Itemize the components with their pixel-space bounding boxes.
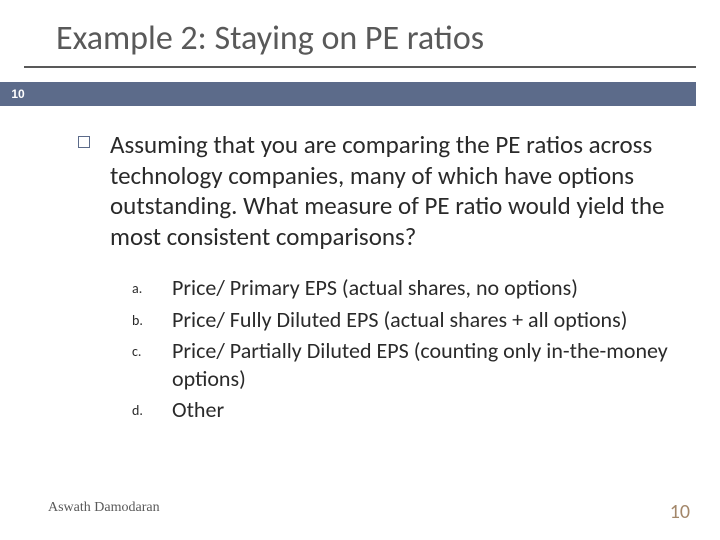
question-text: Assuming that you are comparing the PE r… <box>78 130 680 252</box>
footer-author: Aswath Damodaran <box>48 500 160 516</box>
option-text: Price/ Primary EPS (actual shares, no op… <box>172 274 578 302</box>
question-text-content: Assuming that you are comparing the PE r… <box>110 129 664 252</box>
option-a: a. Price/ Primary EPS (actual shares, no… <box>132 274 680 302</box>
option-marker: d. <box>132 396 172 419</box>
header-bar <box>36 82 696 106</box>
title-underline <box>24 66 696 68</box>
square-bullet-icon <box>78 136 90 148</box>
slide-number-badge: 10 <box>0 82 36 106</box>
option-marker: a. <box>132 274 172 297</box>
option-marker: c. <box>132 337 172 360</box>
slide: Example 2: Staying on PE ratios 10 Assum… <box>0 0 720 540</box>
option-text: Price/ Fully Diluted EPS (actual shares … <box>172 306 627 334</box>
option-marker: b. <box>132 306 172 329</box>
option-c: c. Price/ Partially Diluted EPS (countin… <box>132 337 680 392</box>
option-text: Price/ Partially Diluted EPS (counting o… <box>172 337 680 392</box>
option-text: Other <box>172 396 224 424</box>
option-d: d. Other <box>132 396 680 424</box>
option-b: b. Price/ Fully Diluted EPS (actual shar… <box>132 306 680 334</box>
body-content: Assuming that you are comparing the PE r… <box>78 130 680 428</box>
options-list: a. Price/ Primary EPS (actual shares, no… <box>132 274 680 424</box>
slide-title: Example 2: Staying on PE ratios <box>56 18 484 59</box>
footer-page-number: 10 <box>670 500 690 524</box>
